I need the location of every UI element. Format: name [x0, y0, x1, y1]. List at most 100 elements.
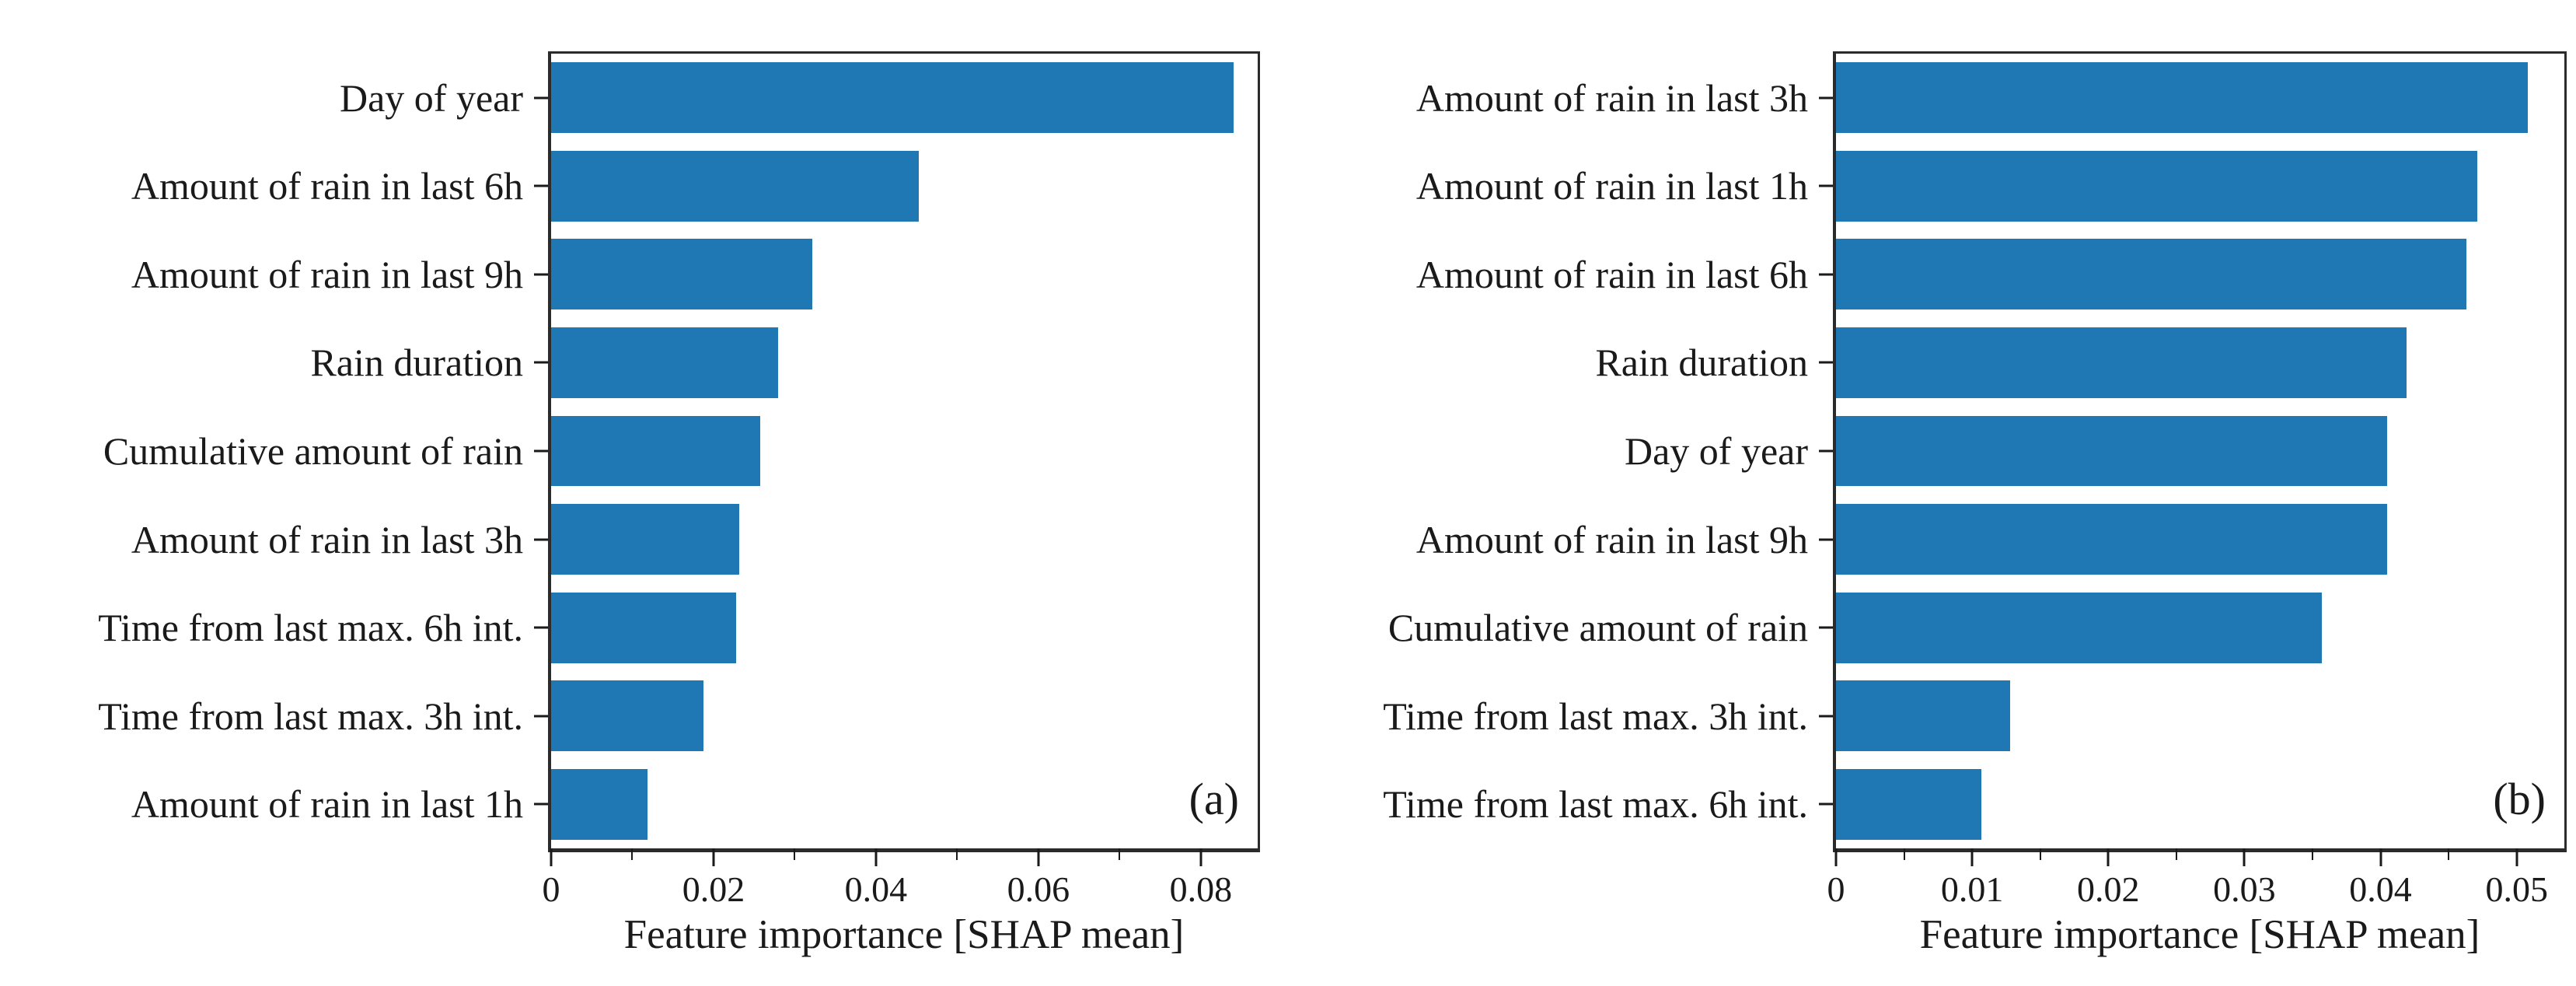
bar-row-amount-of-rain-in-last-1h	[1836, 142, 2564, 231]
y-tick-label-time-from-last-max-6h-int: Time from last max. 6h int.	[98, 606, 523, 650]
bar-amount-of-rain-in-last-9h	[1836, 504, 2388, 575]
x-minor-tick-mark	[2175, 848, 2177, 860]
x-minor-tick-mark	[2311, 848, 2313, 860]
bar-day-of-year	[551, 62, 1234, 134]
y-tick-label-time-from-last-max-3h-int: Time from last max. 3h int.	[1383, 694, 1808, 738]
plot-area-a: (a) Day of year Amount of rain in last 6h…	[98, 51, 1260, 907]
x-tick-label-0-04: 0.04	[844, 869, 908, 909]
bar-day-of-year	[1836, 415, 2388, 487]
x-tick-label-0-01: 0.01	[1940, 869, 2004, 909]
bar-row-time-from-last-max-6h-int	[1836, 760, 2564, 848]
bar-amount-of-rain-in-last-1h	[1836, 150, 2477, 222]
bar-row-amount-of-rain-in-last-6h	[1836, 230, 2564, 319]
bar-row-amount-of-rain-in-last-6h	[551, 142, 1258, 231]
bar-time-from-last-max-6h-int	[1836, 768, 1982, 840]
bar-rain-duration	[551, 327, 778, 398]
y-tick-label-time-from-last-max-6h-int: Time from last max. 6h int.	[1383, 782, 1808, 827]
y-tick-label-amount-of-rain-in-last-9h: Amount of rain in last 9h	[131, 252, 523, 296]
bar-row-day-of-year	[551, 54, 1258, 142]
bar-row-rain-duration	[1836, 319, 2564, 407]
chart-panel-b: (b) Amount of rain in last 3h Amount of r…	[1288, 0, 2576, 986]
x-tick-mark	[2515, 848, 2518, 866]
x-tick-label-0: 0	[542, 869, 560, 909]
x-tick-label-0: 0	[1827, 869, 1845, 909]
bar-row-amount-of-rain-in-last-9h	[551, 230, 1258, 319]
y-tick-label-amount-of-rain-in-last-1h: Amount of rain in last 1h	[1415, 164, 1808, 208]
y-tick-mark	[534, 538, 548, 541]
y-tick-mark	[534, 273, 548, 276]
x-tick-mark	[1037, 848, 1040, 866]
x-tick-label-0-02: 0.02	[2077, 869, 2140, 909]
x-tick-mark	[1834, 848, 1838, 866]
x-tick-mark	[2107, 848, 2110, 866]
bar-row-amount-of-rain-in-last-3h	[551, 495, 1258, 584]
y-tick-label-day-of-year: Day of year	[1625, 429, 1808, 473]
bar-row-rain-duration	[551, 319, 1258, 407]
y-tick-mark	[1819, 626, 1833, 629]
bar-amount-of-rain-in-last-6h	[551, 150, 920, 222]
x-minor-tick-mark	[2448, 848, 2450, 860]
y-tick-mark	[534, 96, 548, 100]
x-tick-label-0-03: 0.03	[2213, 869, 2276, 909]
x-tick-mark	[1199, 848, 1202, 866]
y-tick-label-day-of-year: Day of year	[340, 75, 523, 120]
y-tick-mark	[1819, 273, 1833, 276]
x-minor-tick-mark	[631, 848, 634, 860]
x-minor-tick-mark	[794, 848, 796, 860]
bar-row-amount-of-rain-in-last-1h	[551, 760, 1258, 848]
y-tick-label-amount-of-rain-in-last-1h: Amount of rain in last 1h	[131, 782, 523, 827]
x-tick-label-0-05: 0.05	[2485, 869, 2548, 909]
x-minor-tick-mark	[2039, 848, 2041, 860]
y-tick-label-amount-of-rain-in-last-9h: Amount of rain in last 9h	[1415, 517, 1808, 561]
x-tick-mark	[2379, 848, 2382, 866]
y-tick-mark	[1819, 802, 1833, 806]
x-minor-tick-mark	[1903, 848, 1905, 860]
y-tick-mark	[1819, 715, 1833, 718]
y-tick-label-rain-duration: Rain duration	[1595, 341, 1808, 385]
bar-amount-of-rain-in-last-9h	[551, 239, 813, 310]
y-tick-label-amount-of-rain-in-last-3h: Amount of rain in last 3h	[131, 517, 523, 561]
y-tick-label-amount-of-rain-in-last-3h: Amount of rain in last 3h	[1415, 75, 1808, 120]
y-tick-label-time-from-last-max-3h-int: Time from last max. 3h int.	[98, 694, 523, 738]
x-tick-mark	[1970, 848, 1974, 866]
x-tick-mark	[712, 848, 715, 866]
x-minor-tick-mark	[956, 848, 958, 860]
chart-panel-a: (a) Day of year Amount of rain in last 6h…	[98, 51, 1260, 957]
y-tick-mark	[1819, 184, 1833, 187]
bar-time-from-last-max-3h-int	[1836, 680, 2011, 752]
x-tick-mark	[550, 848, 553, 866]
bar-row-day-of-year	[1836, 407, 2564, 495]
y-tick-label-rain-duration: Rain duration	[310, 341, 523, 385]
panel-label-a: (a)	[1189, 774, 1239, 824]
bar-amount-of-rain-in-last-1h	[551, 768, 648, 840]
x-tick-mark	[2243, 848, 2246, 866]
bar-row-amount-of-rain-in-last-3h	[1836, 54, 2564, 142]
bar-row-cumulative-amount-of-rain	[1836, 583, 2564, 672]
y-tick-mark	[1819, 96, 1833, 100]
bar-cumulative-amount-of-rain	[551, 415, 760, 487]
bar-amount-of-rain-in-last-3h	[551, 504, 740, 575]
y-tick-mark	[534, 361, 548, 364]
y-tick-label-amount-of-rain-in-last-6h: Amount of rain in last 6h	[131, 164, 523, 208]
y-tick-label-amount-of-rain-in-last-6h: Amount of rain in last 6h	[1415, 252, 1808, 296]
x-tick-label-0-06: 0.06	[1007, 869, 1070, 909]
bar-row-time-from-last-max-3h-int	[551, 672, 1258, 760]
bar-rain-duration	[1836, 327, 2407, 398]
y-tick-mark	[534, 802, 548, 806]
x-tick-label-0-02: 0.02	[682, 869, 745, 909]
y-tick-mark	[534, 184, 548, 187]
bar-row-cumulative-amount-of-rain	[551, 407, 1258, 495]
plot-area-b: (b) Amount of rain in last 3h Amount of r…	[1383, 51, 2567, 907]
bar-row-time-from-last-max-3h-int	[1836, 672, 2564, 760]
bar-row-amount-of-rain-in-last-9h	[1836, 495, 2564, 584]
panel-label-b: (b)	[2493, 774, 2546, 824]
x-axis-label-b: Feature importance [SHAP mean]	[1919, 912, 2480, 957]
bar-row-time-from-last-max-6h-int	[551, 583, 1258, 672]
x-tick-label-0-08: 0.08	[1169, 869, 1233, 909]
x-axis-label-a: Feature importance [SHAP mean]	[623, 912, 1185, 957]
y-tick-mark	[1819, 538, 1833, 541]
y-tick-mark	[1819, 361, 1833, 364]
bar-time-from-last-max-3h-int	[551, 680, 704, 752]
y-tick-label-cumulative-amount-of-rain: Cumulative amount of rain	[1387, 606, 1808, 650]
